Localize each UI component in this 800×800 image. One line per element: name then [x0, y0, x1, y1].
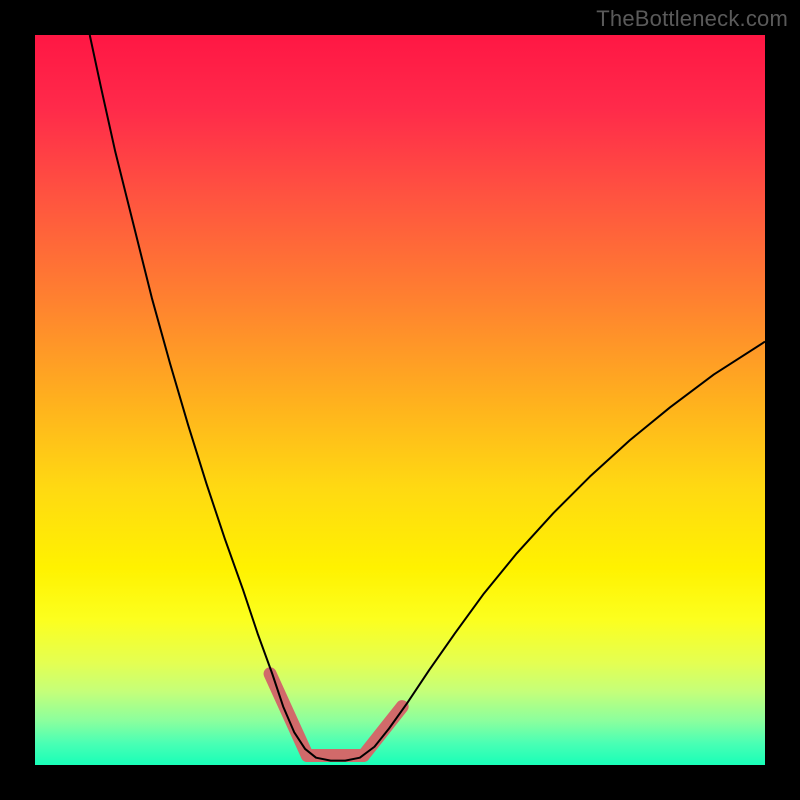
chart-plot-area [35, 35, 765, 765]
watermark-text: TheBottleneck.com [596, 6, 788, 32]
chart-highlight-marker [270, 674, 402, 756]
chart-curve-layer [35, 35, 765, 765]
chart-curve-line [90, 35, 765, 761]
